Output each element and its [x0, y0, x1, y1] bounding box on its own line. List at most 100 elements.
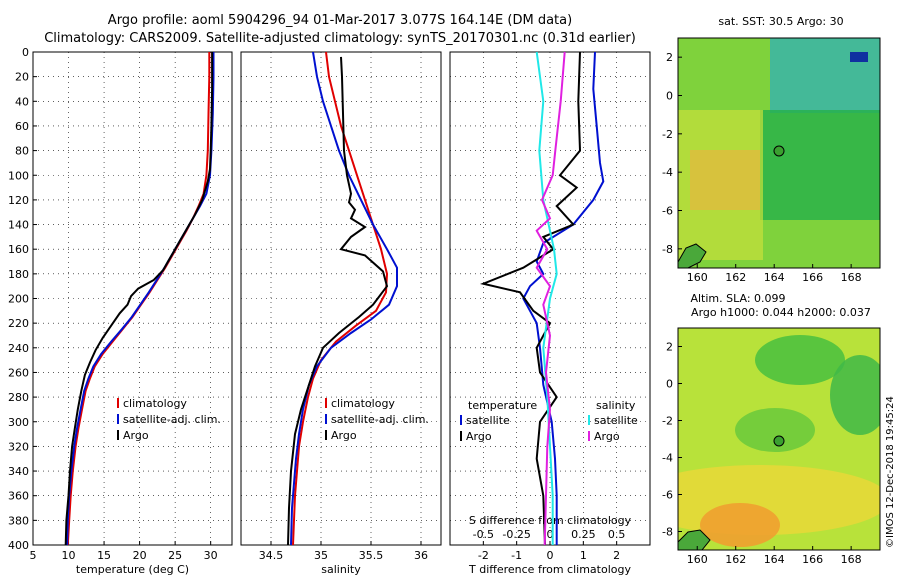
x-tick-label: 1	[580, 549, 587, 562]
legend-label: satellite-adj. clim.	[331, 413, 429, 426]
x-tick-label: -1	[511, 549, 522, 562]
sst-map-title: sat. SST: 30.5 Argo: 30	[718, 15, 843, 28]
y-tick-label: 40	[15, 95, 29, 108]
y-tick-label: 280	[8, 391, 29, 404]
y-tick-label: 160	[8, 243, 29, 256]
sst-map: sat. SST: 30.5 Argo: 30 160 162 164 166 168 2…	[662, 15, 881, 284]
x2-tick-label: -0.25	[502, 528, 530, 541]
map-x-tick-label: 168	[841, 553, 862, 566]
y-tick-label: 120	[8, 194, 29, 207]
series-line-satellite-adj-clim-	[290, 51, 398, 546]
y-tick-label: 100	[8, 169, 29, 182]
legend-label: Argo	[466, 430, 492, 443]
map-y-tick-label: -4	[662, 452, 673, 465]
map-y-tick-label: 0	[666, 90, 673, 103]
series-line-argo	[287, 56, 389, 546]
map-x-tick-label: 166	[802, 271, 823, 284]
map-y-tick-label: -6	[662, 489, 673, 502]
y-tick-label: 20	[15, 71, 29, 84]
series-line-argo	[64, 52, 214, 546]
sla-map-orange-spot	[700, 503, 780, 547]
legend-label: satellite	[466, 414, 510, 427]
series-line-s-satellite	[535, 51, 558, 545]
sla-map-green-1	[755, 335, 845, 385]
y-tick-label: 0	[22, 46, 29, 59]
legend-title-salinity: salinity	[596, 399, 636, 412]
x-tick-label: 34.5	[259, 549, 284, 562]
x-tick-label: 2	[613, 549, 620, 562]
y-tick-label: 80	[15, 145, 29, 158]
x-tick-label: 35	[314, 549, 328, 562]
sla-map-land	[678, 529, 711, 550]
y-tick-label: 320	[8, 440, 29, 453]
sla-map-frame	[677, 327, 881, 551]
difference-panel: -2 -1 0 1 2T difference from climatology -0.5…	[449, 51, 651, 576]
y-tick-label: 400	[8, 539, 29, 552]
sla-map-green-3	[735, 408, 815, 452]
plot-frame	[240, 51, 442, 546]
map-x-tick-label: 160	[687, 553, 708, 566]
y-tick-label: 200	[8, 293, 29, 306]
x2-axis-label: S difference from climatology	[469, 514, 632, 527]
sla-map-subtitle: Argo h1000: 0.044 h2000: 0.037	[691, 306, 871, 319]
legend-label: satellite	[594, 414, 638, 427]
y-tick-label: 360	[8, 490, 29, 503]
x-tick-label: 36	[414, 549, 428, 562]
x2-tick-label: 0.5	[608, 528, 626, 541]
header-line-1: Argo profile: aoml 5904296_94 01-Mar-201…	[108, 13, 572, 28]
x-tick-label: 0	[547, 549, 554, 562]
legend-label: Argo	[123, 429, 149, 442]
map-y-tick-label: -8	[662, 526, 673, 539]
map-y-tick-label: -4	[662, 166, 673, 179]
x-tick-label: -2	[478, 549, 489, 562]
map-x-tick-label: 162	[725, 271, 746, 284]
sst-map-navy-patch	[850, 52, 868, 62]
plot-frame	[32, 51, 233, 546]
x-tick-label: 20	[133, 549, 147, 562]
x-axis-label: T difference from climatology	[468, 563, 631, 576]
legend-label: satellite-adj. clim.	[123, 413, 221, 426]
map-y-tick-label: -8	[662, 243, 673, 256]
map-y-tick-label: 2	[666, 51, 673, 64]
y-tick-label: 260	[8, 366, 29, 379]
x-tick-label: 5	[30, 549, 37, 562]
header-line-2: Climatology: CARS2009. Satellite-adjuste…	[44, 31, 636, 46]
sst-argo-marker	[773, 145, 785, 157]
y-tick-label: 180	[8, 268, 29, 281]
map-y-tick-label: -2	[662, 415, 673, 428]
y-tick-label: 60	[15, 120, 29, 133]
x2-tick-label: -0.5	[473, 528, 494, 541]
sst-map-orange-region	[690, 150, 760, 210]
legend-label: Argo	[594, 430, 620, 443]
sst-map-green-region	[760, 110, 880, 220]
x-tick-label: 10	[62, 549, 76, 562]
legend-label: climatology	[331, 397, 395, 410]
x-tick-label: 25	[168, 549, 182, 562]
legend-label: climatology	[123, 397, 187, 410]
x-axis-label: temperature (deg C)	[76, 563, 189, 576]
series-line-satellite-adj-clim-	[66, 52, 215, 546]
x-tick-label: 30	[204, 549, 218, 562]
watermark: ©IMOS 12-Dec-2018 19:45:24	[885, 396, 896, 548]
sst-map-blue-region	[770, 38, 880, 113]
y-tick-label: 240	[8, 342, 29, 355]
map-y-tick-label: 0	[666, 378, 673, 391]
sla-argo-marker	[773, 435, 785, 447]
series-line-t-argo	[479, 51, 582, 546]
x-axis-label: salinity	[321, 563, 361, 576]
x2-tick-label: 0.25	[571, 528, 596, 541]
series-line-s-argo	[535, 51, 566, 546]
sla-map-title: Altim. SLA: 0.099	[690, 292, 785, 305]
map-x-tick-label: 164	[764, 271, 785, 284]
map-y-tick-label: 2	[666, 341, 673, 354]
x-tick-label: 35.5	[359, 549, 384, 562]
x2-tick-label: 0	[547, 528, 554, 541]
map-x-tick-label: 164	[764, 553, 785, 566]
legend-label: Argo	[331, 429, 357, 442]
legend-title-temperature: temperature	[468, 399, 537, 412]
sla-map-green-2	[830, 355, 880, 435]
y-tick-label: 220	[8, 317, 29, 330]
sla-map: Altim. SLA: 0.099 Argo h1000: 0.044 h200…	[662, 292, 881, 566]
map-y-tick-label: -6	[662, 205, 673, 218]
